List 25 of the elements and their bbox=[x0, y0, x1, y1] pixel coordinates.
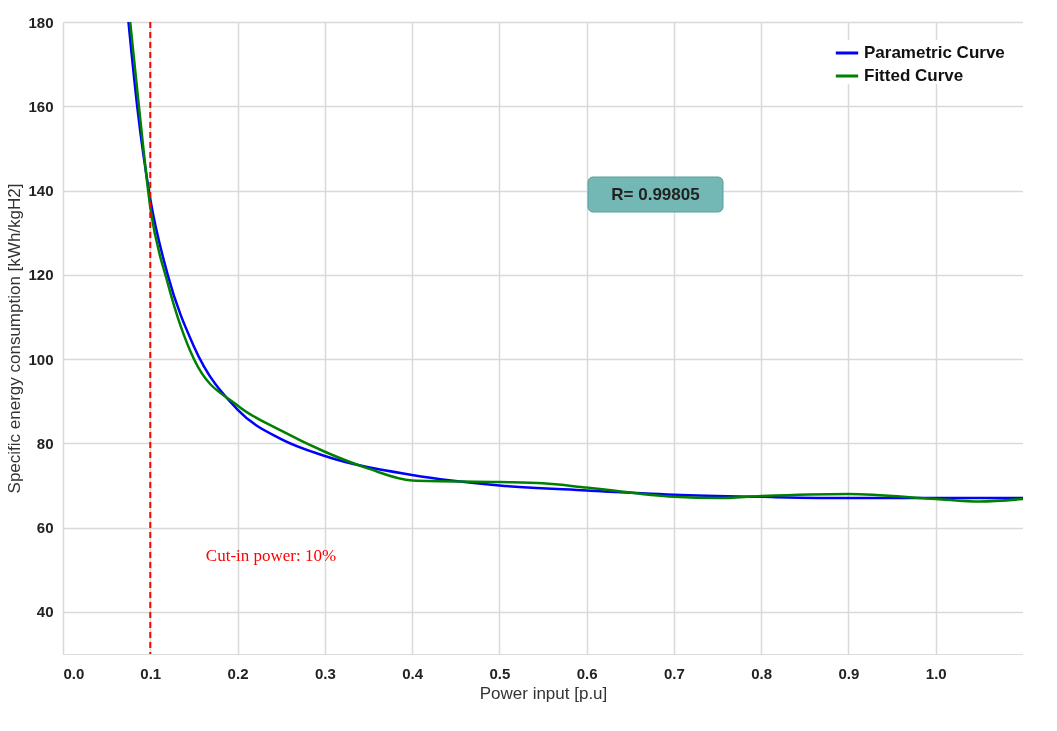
y-tick-label: 60 bbox=[36, 519, 54, 537]
x-tick-label: 0.4 bbox=[402, 664, 424, 682]
legend-label: Parametric Curve bbox=[864, 43, 1005, 62]
x-tick-label: 0.3 bbox=[314, 664, 336, 682]
annotation: R= 0.99805 bbox=[611, 184, 700, 204]
y-tick-label: 80 bbox=[36, 434, 54, 452]
legend-label: Fitted Curve bbox=[864, 66, 964, 85]
y-tick-label: 100 bbox=[28, 350, 54, 368]
y-tick-label: 120 bbox=[28, 266, 54, 284]
x-tick-label: 0.8 bbox=[751, 664, 773, 682]
x-tick-label: 0.0 bbox=[63, 664, 85, 682]
x-tick-label: 0.7 bbox=[663, 664, 685, 682]
y-axis-title: Specific energy consumption [kWh/kgH2] bbox=[5, 183, 25, 494]
x-tick-label: 0.1 bbox=[140, 664, 162, 682]
x-tick-label: 0.2 bbox=[227, 664, 249, 682]
x-tick-label: 0.5 bbox=[489, 664, 511, 682]
annotation: Cut-in power: 10% bbox=[205, 546, 337, 565]
y-tick-label: 180 bbox=[28, 13, 54, 31]
x-axis-title: Power input [p.u] bbox=[479, 683, 608, 703]
x-tick-label: 0.9 bbox=[838, 664, 860, 682]
y-tick-label: 140 bbox=[28, 182, 54, 200]
x-tick-label: 1.0 bbox=[925, 664, 947, 682]
y-tick-label: 160 bbox=[28, 97, 54, 115]
x-tick-label: 0.6 bbox=[576, 664, 598, 682]
y-tick-label: 40 bbox=[36, 603, 54, 621]
